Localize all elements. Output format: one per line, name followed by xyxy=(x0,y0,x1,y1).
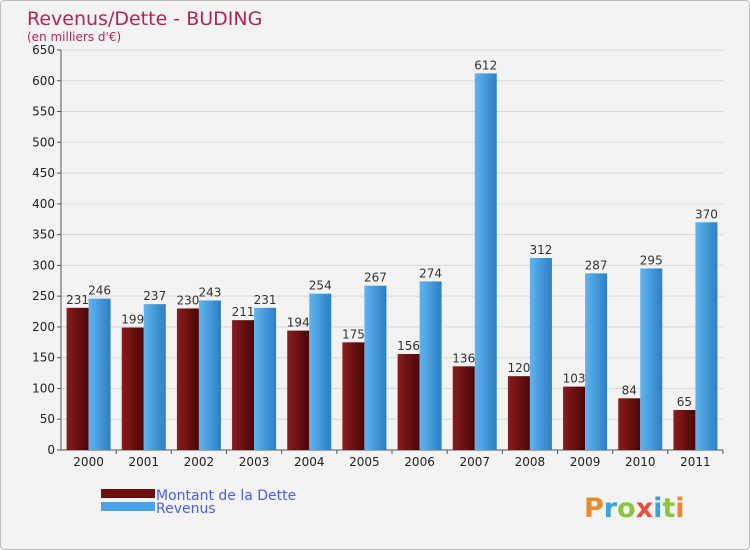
logo-letter: o xyxy=(617,493,636,524)
bar-value-label: 231 xyxy=(66,293,89,307)
y-tick-label: 300 xyxy=(32,258,55,272)
bar-dette xyxy=(176,308,199,450)
logo-letter: x xyxy=(636,493,653,524)
x-tick-label: 2009 xyxy=(570,455,601,469)
legend-label: Montant de la Dette xyxy=(156,488,296,504)
bar-value-label: 287 xyxy=(585,258,608,272)
bar-revenus xyxy=(474,73,497,450)
bar-value-label: 84 xyxy=(622,383,637,397)
bar-dette xyxy=(397,354,420,450)
bar-value-label: 295 xyxy=(640,253,663,267)
x-tick-label: 2001 xyxy=(128,455,159,469)
legend-swatch xyxy=(101,502,155,511)
y-tick-label: 400 xyxy=(32,197,55,211)
x-tick-label: 2008 xyxy=(515,455,546,469)
x-tick-label: 2006 xyxy=(404,455,435,469)
bar-value-label: 120 xyxy=(507,361,530,375)
y-tick-label: 500 xyxy=(32,135,55,149)
bar-revenus xyxy=(88,298,111,450)
logo-letter: r xyxy=(604,493,618,524)
bar-value-label: 231 xyxy=(254,293,277,307)
bar-revenus xyxy=(419,281,442,450)
y-tick-label: 650 xyxy=(32,43,55,57)
y-tick-label: 550 xyxy=(32,105,55,119)
bar-dette xyxy=(342,342,365,450)
bar-revenus xyxy=(143,304,166,450)
bar-value-label: 243 xyxy=(198,285,221,299)
bar-value-label: 237 xyxy=(143,289,166,303)
bar-dette xyxy=(563,386,586,450)
bar-dette xyxy=(507,376,530,450)
bar-revenus xyxy=(309,293,332,450)
bar-dette xyxy=(452,366,475,450)
bar-value-label: 254 xyxy=(309,279,332,293)
proxiti-logo: Proxiti xyxy=(584,493,685,524)
y-tick-label: 450 xyxy=(32,166,55,180)
logo-letter: P xyxy=(584,493,604,524)
bar-dette xyxy=(287,330,310,450)
bar-dette xyxy=(121,327,144,450)
logo-text: Proxiti xyxy=(584,493,685,524)
bar-revenus xyxy=(695,222,718,450)
bar-dette xyxy=(618,398,641,450)
bar-revenus xyxy=(254,307,277,450)
logo-letter: i xyxy=(675,493,684,524)
y-axis-ticks: 0 50 100 150 200 250 300 350 400 450 500 550 600 650 xyxy=(32,43,61,457)
chart-title: Revenus/Dette - BUDING xyxy=(27,8,262,30)
bar-value-label: 370 xyxy=(695,207,718,221)
x-tick-label: 2010 xyxy=(625,455,656,469)
bar-dette xyxy=(66,307,89,450)
x-tick-label: 2007 xyxy=(459,455,490,469)
x-axis-ticks: 2000 2001 2002 2003 2004 2005 2006 2007 2008 2009… xyxy=(73,450,724,469)
bar-revenus xyxy=(640,268,663,450)
x-tick-label: 2003 xyxy=(239,455,270,469)
bar-dette xyxy=(232,320,255,450)
y-tick-label: 250 xyxy=(32,289,55,303)
bar-value-label: 136 xyxy=(452,351,475,365)
x-tick-label: 2011 xyxy=(680,455,711,469)
legend-swatch xyxy=(101,489,155,498)
bar-value-label: 103 xyxy=(563,372,586,386)
x-tick-label: 2004 xyxy=(294,455,325,469)
bar-value-label: 199 xyxy=(121,313,144,327)
x-tick-label: 2005 xyxy=(349,455,380,469)
y-tick-label: 0 xyxy=(47,443,55,457)
y-tick-label: 350 xyxy=(32,228,55,242)
y-tick-label: 600 xyxy=(32,74,55,88)
bar-value-label: 65 xyxy=(677,395,692,409)
bar-value-label: 267 xyxy=(364,271,387,285)
bar-dette xyxy=(673,410,696,450)
x-tick-label: 2002 xyxy=(184,455,215,469)
chart-subtitle: (en milliers d'€) xyxy=(27,30,121,44)
logo-letter: t xyxy=(662,493,675,524)
y-tick-label: 200 xyxy=(32,320,55,334)
bar-value-label: 612 xyxy=(474,58,497,72)
bar-revenus xyxy=(198,300,221,450)
legend-label: Revenus xyxy=(156,501,216,517)
bar-value-label: 246 xyxy=(88,284,111,298)
y-tick-label: 50 xyxy=(40,412,55,426)
bar-value-label: 274 xyxy=(419,266,442,280)
bar-revenus xyxy=(364,285,387,450)
bar-value-label: 175 xyxy=(342,327,365,341)
bar-value-label: 156 xyxy=(397,339,420,353)
bar-value-label: 312 xyxy=(529,243,552,257)
bar-revenus xyxy=(585,273,608,450)
bar-value-label: 230 xyxy=(176,293,199,307)
bar-revenus xyxy=(529,258,552,450)
x-tick-label: 2000 xyxy=(73,455,104,469)
grid-lines xyxy=(60,49,723,451)
bar-value-label: 194 xyxy=(287,316,310,330)
bar-value-label: 211 xyxy=(232,305,255,319)
y-tick-label: 100 xyxy=(32,381,55,395)
logo-letter: i xyxy=(653,493,662,524)
y-tick-label: 150 xyxy=(32,351,55,365)
